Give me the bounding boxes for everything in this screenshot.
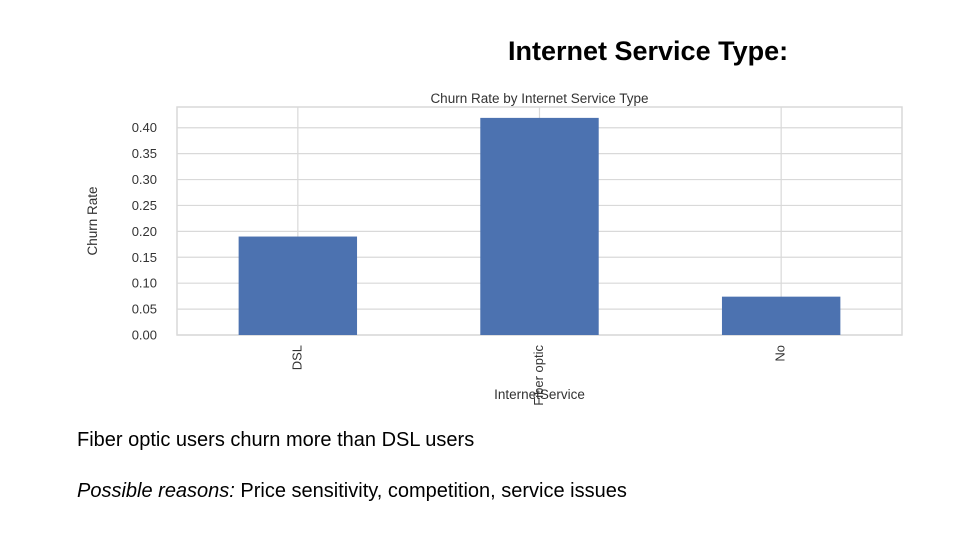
- bullet-reasons-text: Price sensitivity, competition, service …: [234, 480, 627, 502]
- y-tick-label: 0.30: [132, 172, 157, 187]
- bullet-fiber-churn: Fiber optic users churn more than DSL us…: [77, 429, 474, 452]
- bar-dsl: [238, 236, 358, 335]
- y-tick-label: 0.00: [132, 328, 157, 343]
- x-tick-label: Fiber optic: [531, 345, 546, 406]
- bullet-fiber-churn-text: Fiber optic users churn more than DSL us…: [77, 429, 475, 451]
- slide-title: Internet Service Type:: [508, 36, 789, 66]
- churn-rate-bar-chart: 0.00 0.05 0.10 0.15 0.20 0.25 0.30 0.35 0.40 DSL F…: [85, 91, 903, 406]
- bullet-reasons-prefix: Possible reasons:: [77, 480, 235, 502]
- y-tick-label: 0.15: [132, 250, 157, 265]
- y-tick-label: 0.40: [132, 120, 157, 135]
- y-axis-label: Churn Rate: [85, 186, 100, 255]
- y-tick-label: 0.20: [132, 224, 157, 239]
- chart-title: Churn Rate by Internet Service Type: [430, 91, 648, 106]
- y-tick-label: 0.35: [132, 146, 157, 161]
- y-tick-label: 0.05: [132, 302, 157, 317]
- y-tick-label: 0.10: [132, 276, 157, 291]
- y-tick-label: 0.25: [132, 198, 157, 213]
- chart-svg: 0.00 0.05 0.10 0.15 0.20 0.25 0.30 0.35 0.40 DSL F…: [85, 91, 903, 406]
- bar-fiber-optic: [480, 117, 599, 335]
- x-tick-label: No: [773, 345, 788, 362]
- x-axis-label: InternetService: [494, 387, 585, 402]
- bullet-possible-reasons: Possible reasons: Price sensitivity, com…: [77, 480, 627, 503]
- bar-no: [721, 296, 841, 335]
- x-tick-label: DSL: [289, 345, 304, 370]
